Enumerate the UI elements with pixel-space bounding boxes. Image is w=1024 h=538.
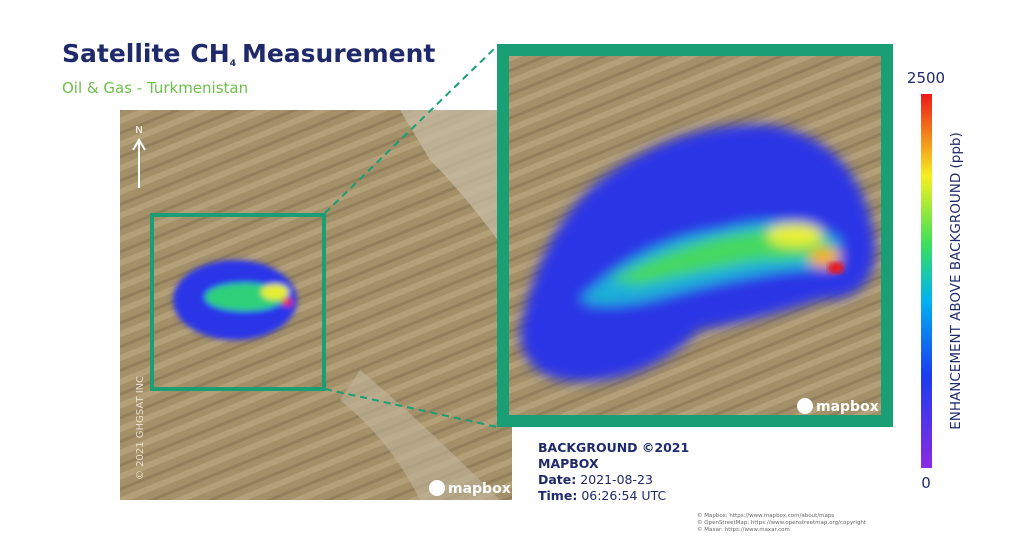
mapbox-logo: mapbox (816, 399, 879, 415)
connector (324, 388, 498, 428)
copyright: © 2021 GHGSAT INC (135, 376, 146, 480)
date: Date: 2021-08-23 (538, 472, 653, 487)
background-source: MAPBOX (538, 456, 599, 471)
attribution: © Mapbox: https://www.mapbox.com/about/m… (697, 512, 834, 519)
overview-map: N © 2021 GHGSAT INC mapbox (120, 110, 512, 500)
colorbar-label: ENHANCEMENT ABOVE BACKGROUND (ppb) (948, 132, 964, 430)
title: Satellite CH4 Measurement (62, 39, 435, 69)
time: Time: 06:26:54 UTC (538, 488, 666, 503)
subtitle: Oil & Gas - Turkmenistan (62, 79, 248, 97)
inset-map: mapbox (497, 44, 893, 427)
colorbar: 2500 0 ENHANCEMENT ABOVE BACKGROUND (ppb… (907, 69, 964, 492)
background-credit: BACKGROUND ©2021 (538, 440, 689, 455)
connector (324, 45, 498, 214)
mapbox-logo: mapbox (448, 481, 511, 497)
attribution: © Maxar: https://www.maxar.com (697, 526, 790, 533)
colorbar-min: 0 (921, 474, 931, 492)
attribution: © OpenStreetMap: https://www.openstreetm… (697, 519, 867, 526)
north-label: N (135, 125, 142, 136)
colorbar-max: 2500 (907, 69, 945, 87)
